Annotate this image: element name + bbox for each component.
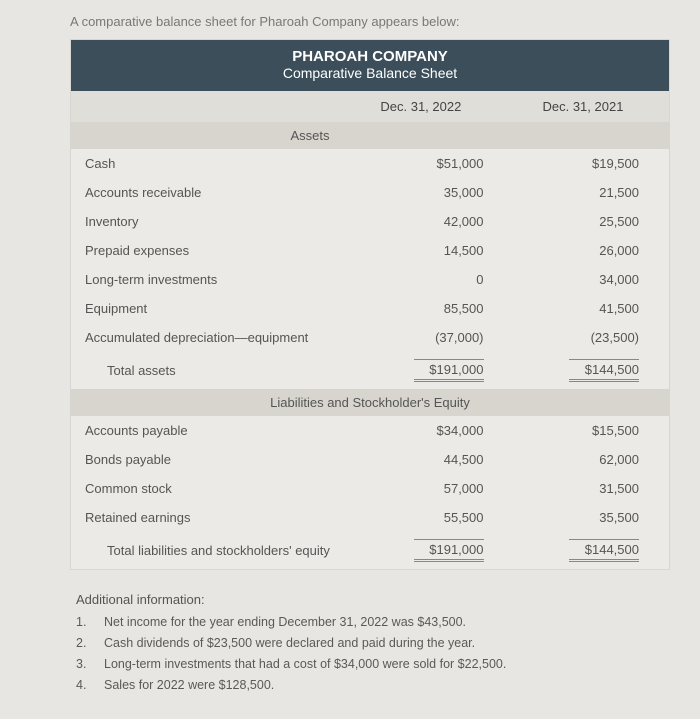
table-row: Total assets$191,000$144,500 xyxy=(71,352,669,389)
list-text: Long-term investments that had a cost of… xyxy=(104,657,506,671)
assets-table: Cash$51,000$19,500Accounts receivable35,… xyxy=(71,149,669,389)
row-value-2: 62,000 xyxy=(514,445,670,474)
row-value-2: 26,000 xyxy=(514,236,670,265)
row-label: Retained earnings xyxy=(71,503,358,532)
row-label: Accounts receivable xyxy=(71,178,358,207)
row-label: Common stock xyxy=(71,474,358,503)
table-row: Common stock57,00031,500 xyxy=(71,474,669,503)
table-row: Prepaid expenses14,50026,000 xyxy=(71,236,669,265)
row-value-2: 35,500 xyxy=(514,503,670,532)
list-number: 2. xyxy=(76,636,104,650)
additional-list: 1.Net income for the year ending Decembe… xyxy=(76,615,664,692)
intro-text: A comparative balance sheet for Pharoah … xyxy=(70,14,670,29)
assets-section-header: Assets xyxy=(71,122,669,149)
list-item: 3.Long-term investments that had a cost … xyxy=(76,657,664,671)
balance-sheet: PHAROAH COMPANY Comparative Balance Shee… xyxy=(70,39,670,570)
row-value-1: 44,500 xyxy=(358,445,513,474)
table-row: Accounts receivable35,00021,500 xyxy=(71,178,669,207)
row-label: Cash xyxy=(71,149,358,178)
list-number: 4. xyxy=(76,678,104,692)
row-label: Long-term investments xyxy=(71,265,358,294)
row-value-1: 35,000 xyxy=(358,178,513,207)
list-text: Sales for 2022 were $128,500. xyxy=(104,678,274,692)
list-item: 1.Net income for the year ending Decembe… xyxy=(76,615,664,629)
list-number: 3. xyxy=(76,657,104,671)
row-label: Prepaid expenses xyxy=(71,236,358,265)
table-row: Equipment85,50041,500 xyxy=(71,294,669,323)
row-value-2: 21,500 xyxy=(514,178,670,207)
row-label: Equipment xyxy=(71,294,358,323)
row-value-1: 85,500 xyxy=(358,294,513,323)
table-row: Inventory42,00025,500 xyxy=(71,207,669,236)
table-row: Accounts payable$34,000$15,500 xyxy=(71,416,669,445)
date-col-2: Dec. 31, 2021 xyxy=(507,99,669,114)
date-header-row: Dec. 31, 2022 Dec. 31, 2021 xyxy=(71,91,669,122)
row-value-2: 34,000 xyxy=(514,265,670,294)
row-label: Total liabilities and stockholders' equi… xyxy=(71,532,358,569)
list-number: 1. xyxy=(76,615,104,629)
row-value-1: $191,000 xyxy=(358,532,513,569)
row-value-1: $51,000 xyxy=(358,149,513,178)
page-container: A comparative balance sheet for Pharoah … xyxy=(0,0,700,719)
row-label: Accumulated depreciation—equipment xyxy=(71,323,358,352)
row-label: Inventory xyxy=(71,207,358,236)
liabilities-section-header: Liabilities and Stockholder's Equity xyxy=(71,389,669,416)
list-text: Cash dividends of $23,500 were declared … xyxy=(104,636,475,650)
row-label: Bonds payable xyxy=(71,445,358,474)
additional-heading: Additional information: xyxy=(76,592,664,607)
row-label: Total assets xyxy=(71,352,358,389)
row-label: Accounts payable xyxy=(71,416,358,445)
list-text: Net income for the year ending December … xyxy=(104,615,466,629)
row-value-2: $144,500 xyxy=(514,532,670,569)
table-row: Long-term investments034,000 xyxy=(71,265,669,294)
table-row: Retained earnings55,50035,500 xyxy=(71,503,669,532)
additional-info: Additional information: 1.Net income for… xyxy=(70,592,670,692)
row-value-1: 55,500 xyxy=(358,503,513,532)
list-item: 4.Sales for 2022 were $128,500. xyxy=(76,678,664,692)
row-value-2: $19,500 xyxy=(514,149,670,178)
row-value-2: 41,500 xyxy=(514,294,670,323)
list-item: 2.Cash dividends of $23,500 were declare… xyxy=(76,636,664,650)
liabilities-table: Accounts payable$34,000$15,500Bonds paya… xyxy=(71,416,669,569)
table-row: Total liabilities and stockholders' equi… xyxy=(71,532,669,569)
row-value-1: 14,500 xyxy=(358,236,513,265)
row-value-1: 0 xyxy=(358,265,513,294)
table-row: Accumulated depreciation—equipment(37,00… xyxy=(71,323,669,352)
row-value-1: 42,000 xyxy=(358,207,513,236)
table-row: Cash$51,000$19,500 xyxy=(71,149,669,178)
sheet-subtitle: Comparative Balance Sheet xyxy=(71,65,669,81)
title-bar: PHAROAH COMPANY Comparative Balance Shee… xyxy=(71,40,669,91)
row-value-1: (37,000) xyxy=(358,323,513,352)
row-value-1: $191,000 xyxy=(358,352,513,389)
row-value-1: $34,000 xyxy=(358,416,513,445)
row-value-2: (23,500) xyxy=(514,323,670,352)
row-value-2: $144,500 xyxy=(514,352,670,389)
row-value-2: 25,500 xyxy=(514,207,670,236)
table-row: Bonds payable44,50062,000 xyxy=(71,445,669,474)
row-value-2: $15,500 xyxy=(514,416,670,445)
company-name: PHAROAH COMPANY xyxy=(71,48,669,65)
row-value-2: 31,500 xyxy=(514,474,670,503)
row-value-1: 57,000 xyxy=(358,474,513,503)
date-col-1: Dec. 31, 2022 xyxy=(345,99,507,114)
